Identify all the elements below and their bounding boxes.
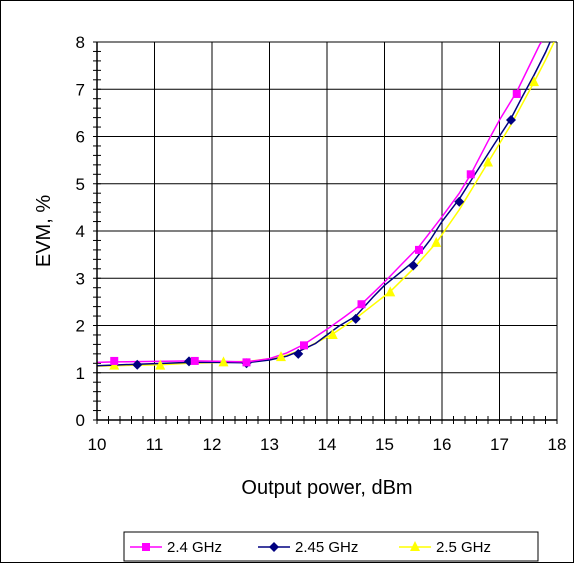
legend-marker xyxy=(410,541,420,551)
y-tick-label: 7 xyxy=(76,80,85,99)
legend-marker xyxy=(269,542,279,552)
x-tick-label: 17 xyxy=(490,435,509,454)
data-point xyxy=(357,300,366,309)
series-line xyxy=(97,42,543,364)
data-point xyxy=(190,356,199,365)
data-point xyxy=(242,358,251,367)
x-tick-label: 12 xyxy=(203,435,222,454)
legend-label: 2.4 GHz xyxy=(167,539,222,556)
data-point xyxy=(293,348,304,359)
y-axis-title: EVM, % xyxy=(33,195,55,267)
y-tick-label: 4 xyxy=(76,222,85,241)
series-line xyxy=(97,42,551,367)
y-tick-label: 1 xyxy=(76,364,85,383)
data-point xyxy=(327,328,338,339)
x-tick-label: 14 xyxy=(318,435,337,454)
data-point xyxy=(483,156,493,167)
data-point xyxy=(512,89,521,98)
x-tick-label: 18 xyxy=(548,435,567,454)
data-point xyxy=(350,313,361,324)
x-tick-label: 10 xyxy=(88,435,107,454)
legend-label: 2.5 GHz xyxy=(436,539,491,556)
y-tick-label: 8 xyxy=(76,33,85,52)
x-tick-label: 16 xyxy=(433,435,452,454)
x-tick-label: 15 xyxy=(375,435,394,454)
axes xyxy=(96,42,557,421)
legend: 2.4 GHz 2.45 GHz 2.5 GHz xyxy=(123,531,539,562)
data-point xyxy=(385,286,396,297)
y-tick-labels: 0 1 2 3 4 5 6 7 8 xyxy=(76,33,85,430)
data-point xyxy=(466,170,475,179)
data-point xyxy=(408,260,419,271)
y-tick-label: 3 xyxy=(76,269,85,288)
y-tick-label: 6 xyxy=(76,128,85,147)
y-tick-label: 0 xyxy=(76,411,85,430)
x-tick-labels: 10 11 12 13 14 15 16 17 18 xyxy=(88,435,567,454)
y-tick-label: 2 xyxy=(76,317,85,336)
data-point xyxy=(132,359,143,370)
data-point xyxy=(415,245,423,254)
legend-box xyxy=(123,531,539,562)
data-point xyxy=(218,356,229,367)
data-point xyxy=(155,359,166,370)
data-point xyxy=(300,341,308,350)
data-point xyxy=(454,196,465,207)
data-point xyxy=(506,114,516,125)
data-point xyxy=(276,351,286,362)
legend-label: 2.45 GHz xyxy=(295,539,358,556)
y-tick-label: 5 xyxy=(76,175,85,194)
data-point xyxy=(529,76,539,87)
gridlines xyxy=(96,41,558,421)
data-point xyxy=(431,236,442,247)
x-tick-label: 13 xyxy=(260,435,279,454)
data-point xyxy=(110,356,119,365)
x-tick-label: 11 xyxy=(146,435,164,454)
x-axis-title: Output power, dBm xyxy=(241,477,412,499)
series-markers xyxy=(109,76,539,370)
legend-marker xyxy=(142,543,150,551)
